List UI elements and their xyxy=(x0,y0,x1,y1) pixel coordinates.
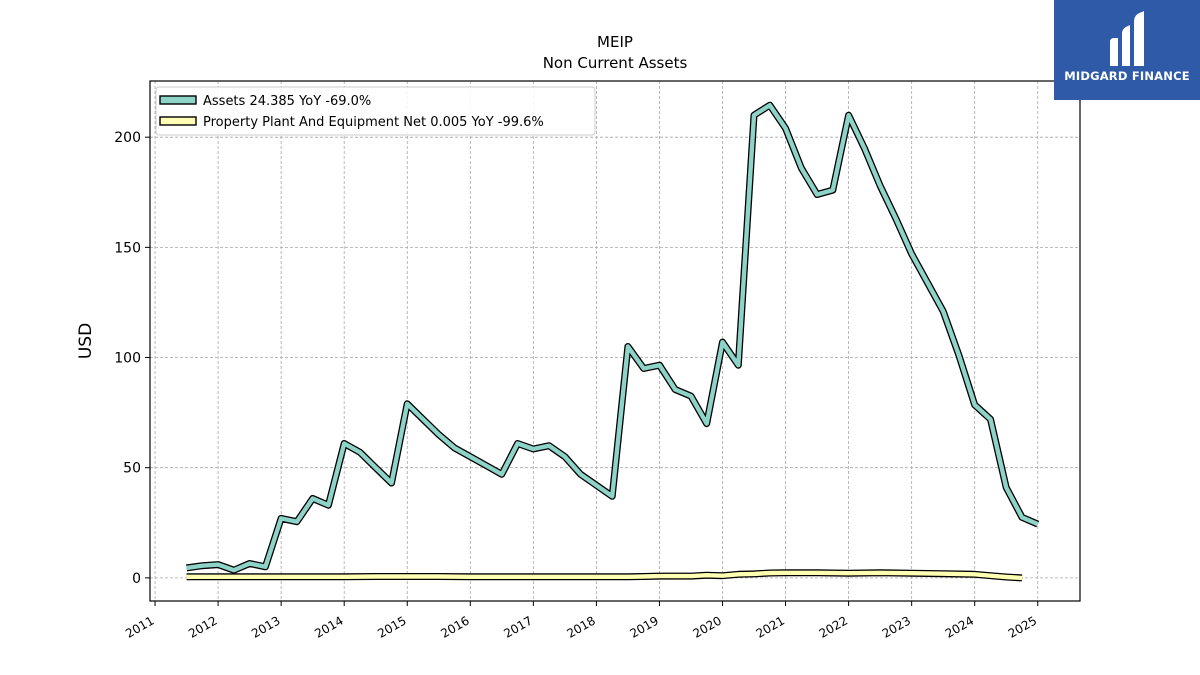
y-tick-label: 0 xyxy=(132,571,141,587)
x-tick-label: 2024 xyxy=(943,613,976,640)
x-tick-label: 2019 xyxy=(627,613,660,640)
x-tick-label: 2020 xyxy=(691,613,724,640)
x-tick-label: 2015 xyxy=(375,613,408,640)
x-tick-label: 2018 xyxy=(564,613,597,640)
series-line-1 xyxy=(186,102,1039,573)
x-tick-label: 2011 xyxy=(123,613,156,640)
legend-swatch xyxy=(159,116,197,126)
x-tick-label: 2013 xyxy=(249,613,282,640)
x-tick-label: 2022 xyxy=(817,613,850,640)
x-tick-label: 2017 xyxy=(501,613,534,640)
plot-frame xyxy=(149,80,1081,602)
x-tick-label: 2016 xyxy=(438,613,471,640)
y-tick-label: 50 xyxy=(123,461,141,477)
series-layer xyxy=(186,101,1040,582)
x-tick-label: 2021 xyxy=(754,613,787,640)
y-tick-label: 200 xyxy=(114,130,141,146)
legend-swatch xyxy=(159,95,197,105)
x-tick-label: 2023 xyxy=(880,613,913,640)
y-axis-label: USD xyxy=(76,323,96,359)
brand-logo: MIDGARD FINANCE xyxy=(1054,0,1200,100)
legend-label: Property Plant And Equipment Net 0.005 Y… xyxy=(203,115,544,130)
grid xyxy=(150,81,1080,601)
y-tick-label: 100 xyxy=(114,351,141,367)
x-tick-label: 2012 xyxy=(186,613,219,640)
legend: Assets 24.385 YoY -69.0% Property Plant A… xyxy=(155,86,596,136)
x-tick-label: 2014 xyxy=(312,613,345,640)
chart-title: MEIP xyxy=(597,33,633,51)
legend-box xyxy=(155,86,596,136)
legend-label: Assets 24.385 YoY -69.0% xyxy=(203,94,371,109)
chart-subtitle: Non Current Assets xyxy=(543,54,688,72)
x-tick-label: 2025 xyxy=(1006,613,1039,640)
logo-text: MIDGARD FINANCE xyxy=(1064,69,1190,83)
series-line-2 xyxy=(186,570,1023,581)
y-tick-label: 150 xyxy=(114,240,141,256)
logo-mark-icon xyxy=(1110,11,1144,66)
